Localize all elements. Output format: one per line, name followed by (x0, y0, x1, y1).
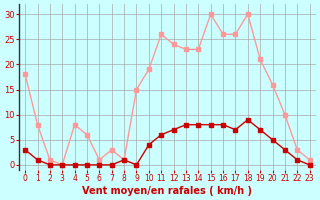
X-axis label: Vent moyen/en rafales ( km/h ): Vent moyen/en rafales ( km/h ) (82, 186, 252, 196)
